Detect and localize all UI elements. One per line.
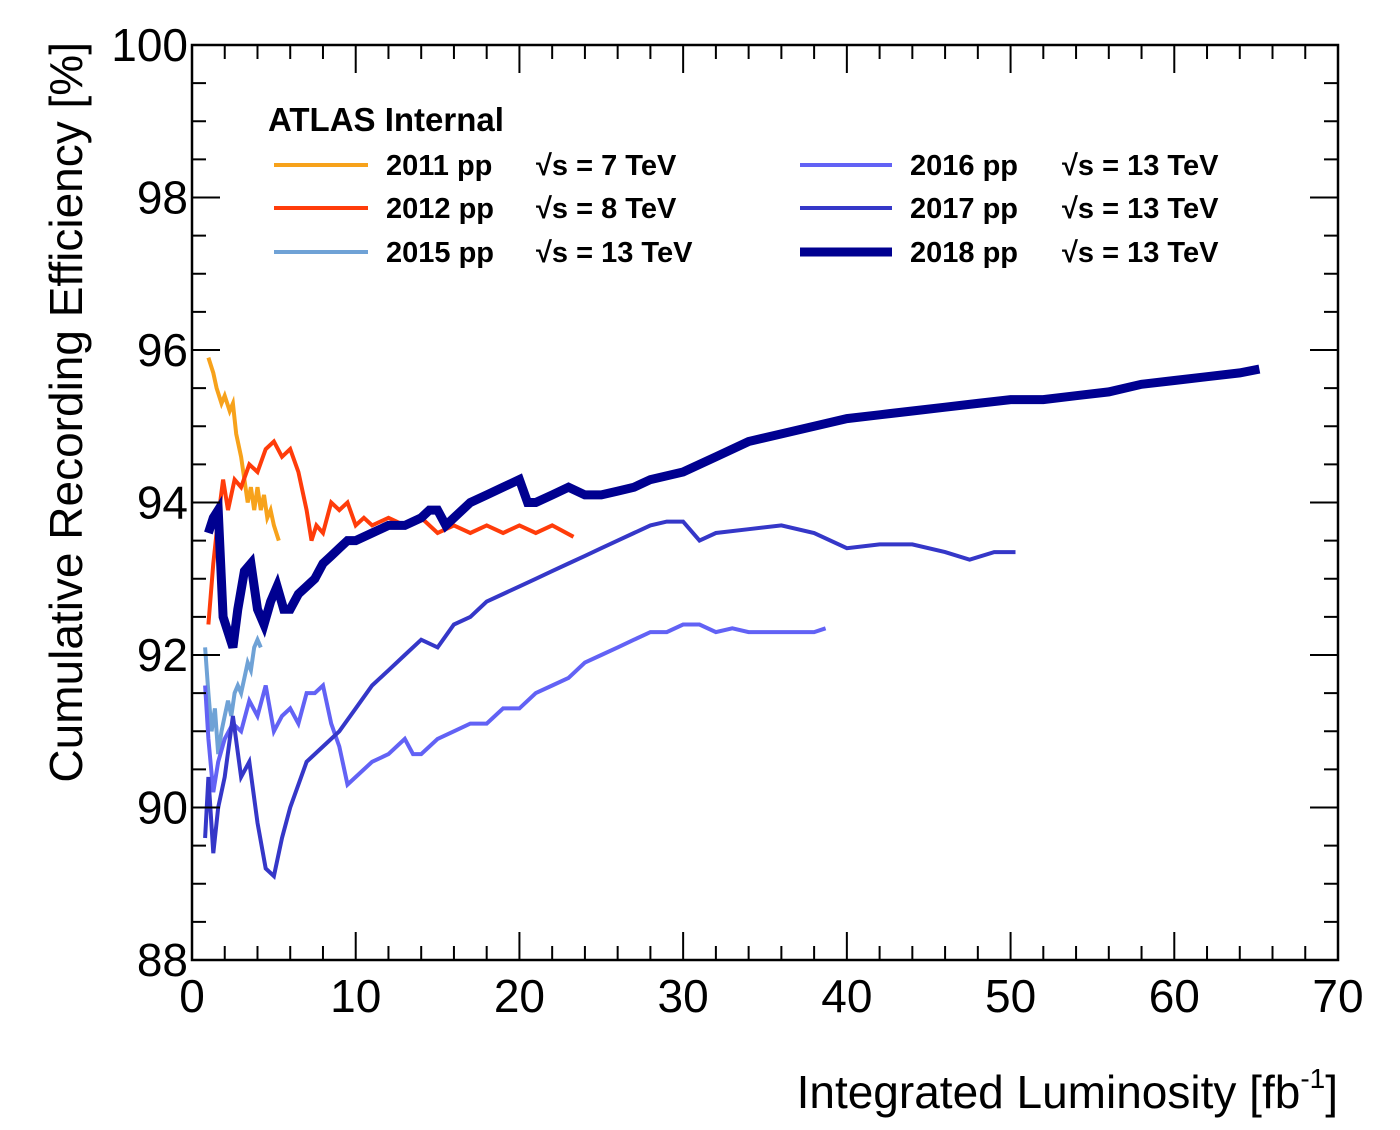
legend-energy: √s = 13 TeV [1062,150,1219,182]
legend: 2011 pp √s = 7 TeV 2012 pp √s = 8 TeV 2015 p… [274,150,1219,269]
y-tick-label: 96 [137,324,188,376]
y-tick-label: 100 [111,19,188,71]
y-tick-label: 92 [137,629,188,681]
series-line-2017 [203,519,1016,880]
x-tick-label: 40 [821,970,872,1022]
x-axis-label-sup: -1 [1300,1063,1325,1094]
x-tick-label: 60 [1149,970,1200,1022]
legend-energy: √s = 13 TeV [536,237,693,269]
legend-energy: √s = 7 TeV [536,150,677,182]
legend-energy: √s = 8 TeV [536,193,677,225]
y-tick-label: 88 [137,934,188,986]
ticks-layer [191,44,1339,961]
y-tick-label: 94 [137,477,188,529]
x-axis-label-main: Integrated Luminosity [fb [797,1066,1301,1118]
x-tick-label: 10 [330,970,381,1022]
legend-entry-2015: 2015 pp √s = 13 TeV [274,237,693,269]
x-tick-label: 70 [1312,970,1363,1022]
legend-entry-2012: 2012 pp √s = 8 TeV [274,193,677,225]
legend-entry-2018: 2018 pp √s = 13 TeV [800,237,1219,269]
x-tick-label: 0 [179,970,205,1022]
legend-entry-2017: 2017 pp √s = 13 TeV [800,193,1219,225]
legend-series-name: 2012 pp [386,193,494,225]
x-tick-label: 20 [494,970,545,1022]
x-axis-label: Integrated Luminosity [fb-1] [797,1063,1338,1118]
legend-series-name: 2016 pp [910,150,1018,182]
x-tick-label: 30 [658,970,709,1022]
y-tick-label: 90 [137,782,188,834]
legend-entry-2016: 2016 pp √s = 13 TeV [800,150,1219,182]
tick-labels: 88 90 92 94 96 98 100 0 10 20 30 40 50 60 70 [111,19,1363,1022]
series-layer [203,356,1261,880]
series-line-2011 [206,356,281,542]
legend-energy: √s = 13 TeV [1062,193,1219,225]
legend-series-name: 2017 pp [910,193,1018,225]
series-line-2012 [206,438,575,625]
series-line-2015 [203,634,263,755]
series-line-2016 [203,622,827,793]
series-line-2018 [204,364,1261,649]
atlas-label: ATLAS Internal [268,101,504,138]
legend-series-name: 2015 pp [386,237,494,269]
legend-series-name: 2018 pp [910,237,1018,269]
legend-series-name: 2011 pp [386,150,492,182]
plot-frame [190,43,1340,962]
x-axis-label-close: ] [1325,1066,1338,1118]
x-tick-label: 50 [985,970,1036,1022]
y-tick-label: 98 [137,172,188,224]
legend-energy: √s = 13 TeV [1062,237,1219,269]
legend-entry-2011: 2011 pp √s = 7 TeV [274,150,677,182]
y-axis-label: Cumulative Recording Efficiency [%] [40,42,92,783]
